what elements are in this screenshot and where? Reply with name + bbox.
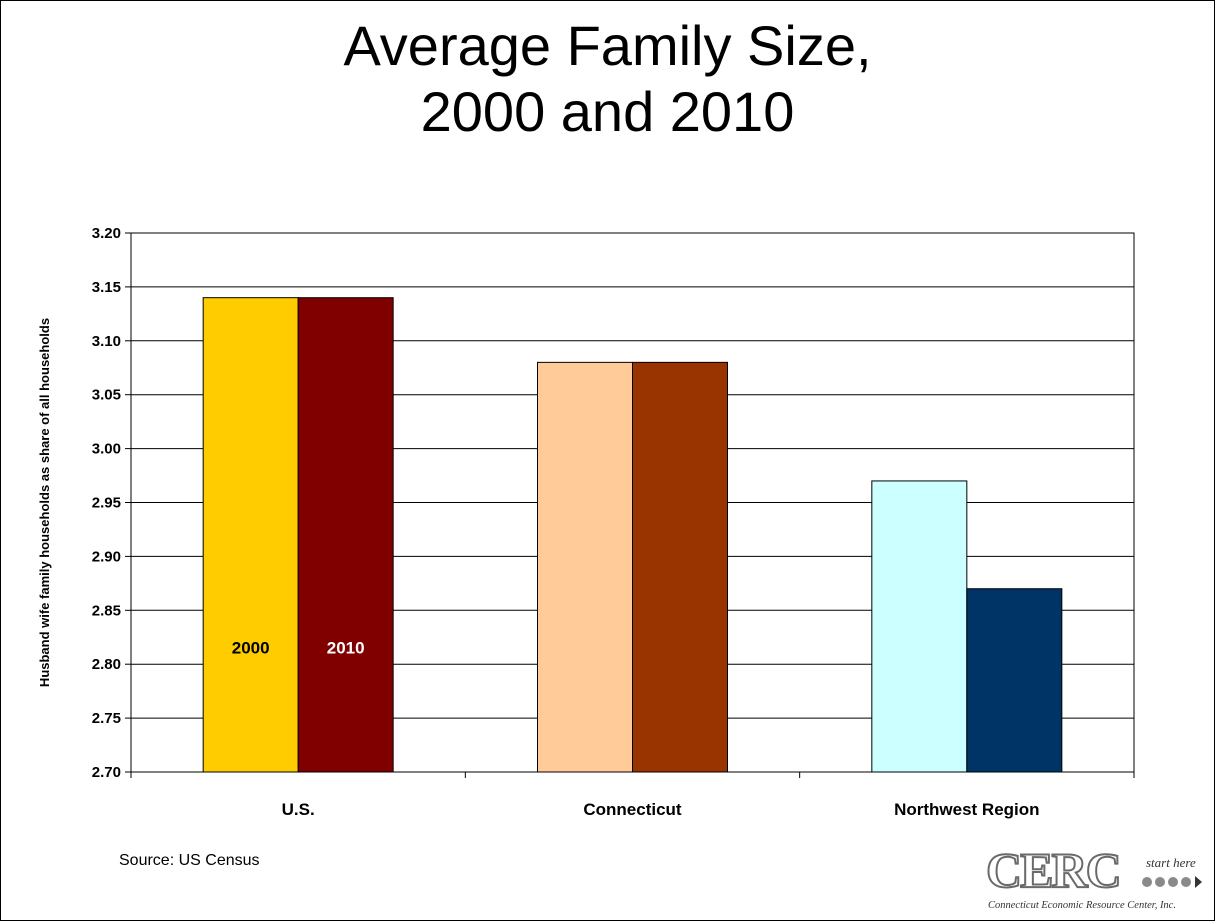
y-tick-label-0: 2.70: [92, 764, 121, 781]
y-tick-label-3: 2.85: [92, 602, 121, 619]
cerc-logo: CERC start here Connecticut Economic Res…: [985, 841, 1202, 911]
y-tick-label-6: 3.00: [92, 441, 121, 458]
x-category-label-0: U.S.: [282, 800, 315, 819]
bar-2-1: [966, 588, 1063, 773]
cerc-logo-letters: CERC: [986, 842, 1120, 898]
in-bar-label-1: 2010: [327, 638, 365, 657]
x-category-label-2: Northwest Region: [894, 800, 1039, 819]
chart-title-line-1: Average Family Size,: [343, 14, 872, 77]
logo-dot-3: [1168, 877, 1178, 887]
source-note: Source: US Census: [119, 852, 260, 869]
logo-dot-4: [1181, 877, 1191, 887]
plot-area-frame: [130, 232, 1135, 773]
y-tick-label-9: 3.15: [92, 279, 121, 296]
chart-title-line-2: 2000 and 2010: [420, 80, 795, 143]
bar-2-0: [871, 480, 968, 773]
y-tick-label-1: 2.75: [92, 710, 121, 727]
logo-arrow-icon: [1195, 876, 1202, 888]
logo-dot-2: [1155, 877, 1165, 887]
in-bar-label-0: 2000: [232, 638, 270, 657]
bar-0-1: [297, 297, 394, 773]
x-category-label-1: Connecticut: [583, 800, 682, 819]
y-tick-label-5: 2.95: [92, 495, 121, 512]
y-axis-title: Husband wife family households as share …: [37, 318, 52, 687]
logo-dot-1: [1142, 877, 1152, 887]
cerc-logo-tagline: start here: [1146, 855, 1196, 870]
y-tick-label-2: 2.80: [92, 656, 121, 673]
bar-1-1: [632, 361, 728, 773]
cerc-logo-company: Connecticut Economic Resource Center, In…: [988, 900, 1176, 911]
y-tick-label-10: 3.20: [92, 225, 121, 242]
y-tick-label-4: 2.90: [92, 548, 121, 565]
y-tick-label-7: 3.05: [92, 387, 121, 404]
bar-1-0: [537, 361, 633, 773]
chart-title: Average Family Size, 2000 and 2010: [1, 13, 1214, 145]
bar-0-0: [202, 297, 299, 773]
y-tick-label-8: 3.10: [92, 333, 121, 350]
